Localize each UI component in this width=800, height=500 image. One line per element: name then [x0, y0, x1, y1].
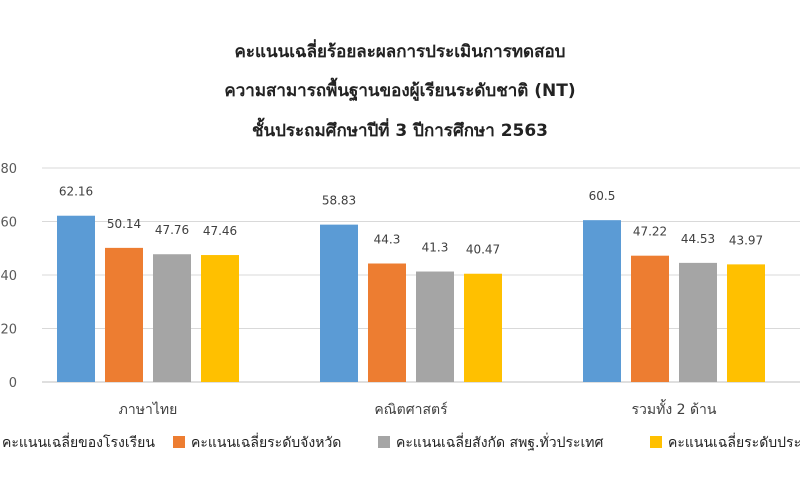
- chart-title-line-1: คะแนนเฉลี่ยร้อยละผลการประเมินการทดสอบ: [234, 42, 566, 62]
- bar: [320, 224, 358, 382]
- data-label: 47.46: [203, 224, 237, 238]
- data-label: 58.83: [322, 194, 356, 208]
- chart-title-line-3: ชั้นประถมศึกษาปีที่ 3 ปีการศึกษา 2563: [251, 121, 549, 141]
- data-label: 62.16: [59, 185, 93, 199]
- y-tick-label: 20: [0, 323, 17, 338]
- bar: [105, 247, 143, 382]
- legend-label: คะแนนเฉลี่ยระดับประเทศ: [668, 433, 800, 451]
- legend-label: คะแนนเฉลี่ยสังกัด สพฐ.ทั่วประเทศ: [396, 433, 604, 451]
- y-tick-label: 0: [9, 376, 17, 391]
- bar: [416, 271, 454, 382]
- chart-title-line-2: ความสามารถพื้นฐานของผู้เรียนระดับชาติ (N…: [224, 81, 576, 101]
- y-tick-label: 60: [0, 216, 17, 231]
- data-label: 44.3: [374, 232, 401, 246]
- y-tick-label: 80: [0, 162, 17, 177]
- x-category-label: รวมทั้ง 2 ด้าน: [631, 399, 716, 418]
- bar: [583, 220, 621, 382]
- data-label: 40.47: [466, 243, 500, 257]
- legend-swatch: [650, 436, 662, 448]
- x-category-label: คณิตศาสตร์: [374, 401, 448, 418]
- x-category-label: ภาษาไทย: [119, 401, 178, 418]
- data-label: 47.22: [633, 225, 667, 239]
- data-label: 43.97: [729, 233, 763, 247]
- bar: [464, 273, 502, 382]
- data-label: 50.14: [107, 217, 141, 231]
- data-label: 41.3: [422, 241, 449, 255]
- y-tick-label: 40: [0, 269, 17, 284]
- bar: [631, 255, 669, 382]
- legend-label: คะแนนเฉลี่ยระดับจังหวัด: [191, 433, 341, 451]
- bar: [679, 262, 717, 382]
- legend-label: คะแนนเฉลี่ยของโรงเรียน: [2, 433, 155, 451]
- legend-swatch: [173, 436, 185, 448]
- data-label: 44.53: [681, 232, 715, 246]
- data-label: 60.5: [589, 189, 616, 203]
- bar: [153, 254, 191, 382]
- data-label: 47.76: [155, 223, 189, 237]
- bar: [57, 215, 95, 382]
- bar: [727, 264, 765, 382]
- legend-swatch: [378, 436, 390, 448]
- bar: [201, 255, 239, 382]
- bar: [368, 263, 406, 382]
